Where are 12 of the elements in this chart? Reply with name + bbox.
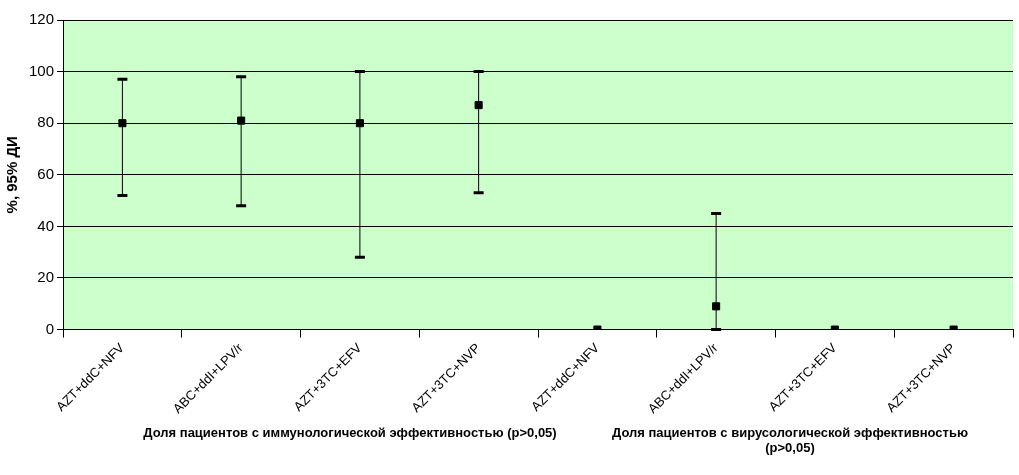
y-tick-label: 80: [37, 113, 55, 131]
y-axis-title: %, 95% ДИ: [3, 136, 21, 214]
point: [118, 119, 127, 128]
y-tick-label: 40: [37, 216, 55, 234]
y-tick-label: 100: [29, 61, 55, 79]
y-tick-label: 60: [37, 164, 55, 182]
text: Доля пациентов с вирусологической эффективностью (p>0,05): [610, 425, 969, 455]
y-tick-label: 0: [45, 319, 55, 337]
point: [474, 101, 483, 110]
y-tick-label: 120: [29, 10, 55, 28]
y-tick-label: 20: [37, 268, 55, 286]
text: Доля пациентов с иммунологической эффективностью (p>0,05): [142, 425, 558, 442]
